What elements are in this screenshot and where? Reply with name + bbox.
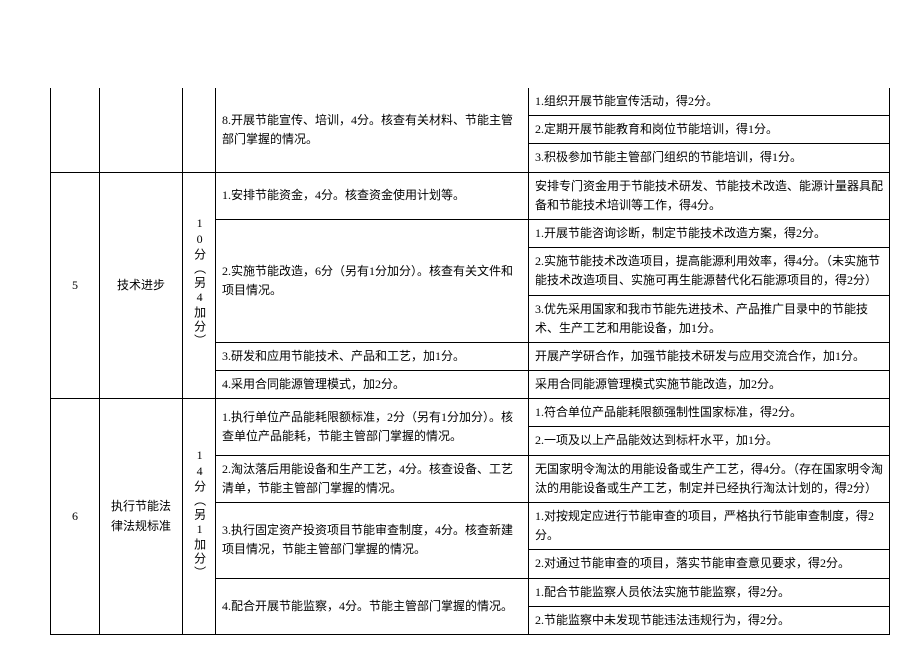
s5-item-4: 4.采用合同能源管理模式，加2分。 — [216, 371, 529, 399]
s5-item-4-d0: 采用合同能源管理模式实施节能改造，加2分。 — [529, 371, 890, 399]
section-6-category: 执行节能法律法规标准 — [100, 399, 183, 635]
partial-detail-1: 2.定期开展节能教育和岗位节能培训，得1分。 — [529, 116, 890, 144]
s5-item-1: 1.安排节能资金，4分。核查资金使用计划等。 — [216, 172, 529, 219]
section-5-score: 10分（另4加分） — [183, 172, 216, 399]
s6-item-4: 4.配合开展节能监察，4分。节能主管部门掌握的情况。 — [216, 578, 529, 634]
s6-item-3: 3.执行固定资产投资项目节能审查制度，4分。核查新建项目情况，节能主管部门掌握的… — [216, 503, 529, 579]
s6-item-4-d0: 1.配合节能监察人员依法实施节能监察，得2分。 — [529, 578, 890, 606]
section-6-score: 14分（另1加分） — [183, 399, 216, 635]
section-5-category: 技术进步 — [100, 172, 183, 399]
s5-item-2-d2: 3.优先采用国家和我市节能先进技术、产品推广目录中的节能技术、生产工艺和用能设备… — [529, 295, 890, 342]
s6-item-1-d1: 2.一项及以上产品能效达到标杆水平，加1分。 — [529, 427, 890, 455]
s5-item-2-d1: 2.实施节能技术改造项目，提高能源利用效率，得4分。（未实施节能技术改造项目、实… — [529, 248, 890, 295]
s6-item-2-d0: 无国家明令淘汰的用能设备或生产工艺，得4分。（存在国家明令淘汰的用能设备或生产工… — [529, 455, 890, 502]
s5-item-3-d0: 开展产学研合作，加强节能技术研发与应用交流合作，加1分。 — [529, 342, 890, 370]
s6-item-2: 2.淘汰落后用能设备和生产工艺，4分。核查设备、工艺清单，节能主管部门掌握的情况… — [216, 455, 529, 502]
section-5-index: 5 — [51, 172, 100, 399]
s5-item-3: 3.研发和应用节能技术、产品和工艺，加1分。 — [216, 342, 529, 370]
s6-item-1: 1.执行单位产品能耗限额标准，2分（另有1分加分）。核查单位产品能耗，节能主管部… — [216, 399, 529, 455]
s5-item-2-d0: 1.开展节能咨询诊断，制定节能技术改造方案，得2分。 — [529, 219, 890, 247]
scoring-table: 8.开展节能宣传、培训，4分。核查有关材料、节能主管部门掌握的情况。 1.组织开… — [50, 88, 890, 635]
section-6-index: 6 — [51, 399, 100, 635]
s6-item-3-d0: 1.对按规定应进行节能审查的项目，严格执行节能审查制度，得2分。 — [529, 503, 890, 550]
s5-item-2: 2.实施节能改造，6分（另有1分加分）。核查有关文件和项目情况。 — [216, 219, 529, 342]
s6-item-4-d1: 2.节能监察中未发现节能违法违规行为，得2分。 — [529, 606, 890, 634]
s5-item-1-d0: 安排专门资金用于节能技术研发、节能技术改造、能源计量器具配备和节能技术培训等工作… — [529, 172, 890, 219]
partial-item: 8.开展节能宣传、培训，4分。核查有关材料、节能主管部门掌握的情况。 — [216, 88, 529, 172]
partial-idx — [51, 88, 100, 172]
s6-item-1-d0: 1.符合单位产品能耗限额强制性国家标准，得2分。 — [529, 399, 890, 427]
partial-cat — [100, 88, 183, 172]
partial-detail-0: 1.组织开展节能宣传活动，得2分。 — [529, 88, 890, 116]
s6-item-3-d1: 2.对通过节能审查的项目，落实节能审查意见要求，得2分。 — [529, 550, 890, 578]
partial-score — [183, 88, 216, 172]
partial-detail-2: 3.积极参加节能主管部门组织的节能培训，得1分。 — [529, 144, 890, 172]
